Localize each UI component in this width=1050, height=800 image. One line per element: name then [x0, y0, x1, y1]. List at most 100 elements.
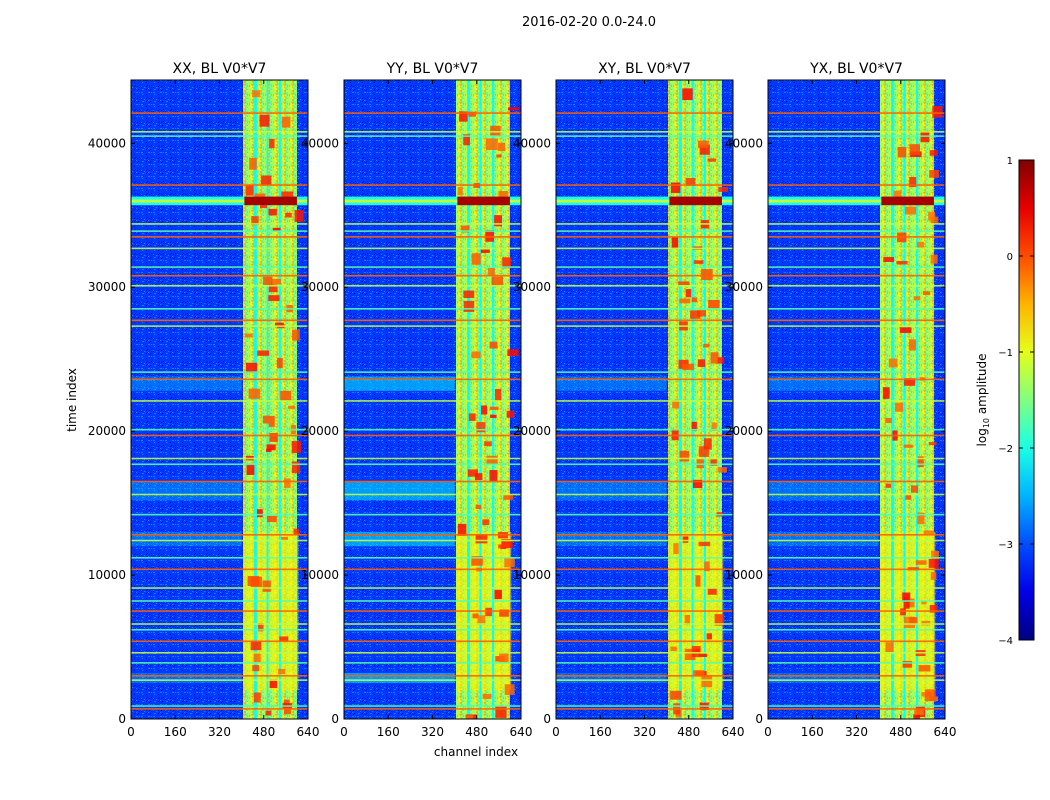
hot-spot: [252, 665, 259, 672]
hot-spot: [913, 713, 921, 719]
colorbar: 1 0 −1 −2 −3 −4 log10 amplitude: [975, 156, 1035, 647]
rfi-line: [768, 266, 945, 268]
hot-spot: [710, 352, 719, 364]
rfi-line: [768, 651, 945, 654]
hot-spot: [499, 609, 509, 617]
panel-title: YX, BL V0*V7: [809, 61, 903, 77]
x-tick-label: 640: [297, 725, 320, 739]
hot-spot: [922, 291, 931, 296]
rfi-line: [131, 651, 308, 654]
faint-band: [344, 481, 455, 501]
hot-spot: [708, 300, 720, 309]
hot-spot: [276, 357, 283, 369]
hot-spot: [924, 689, 936, 702]
rfi-line: [344, 236, 521, 238]
faint-band: [556, 481, 667, 501]
hot-spot: [670, 182, 681, 193]
strong-rfi-peak: [669, 196, 722, 206]
colorbar-tick-label: −2: [998, 444, 1013, 455]
hot-spot: [292, 329, 300, 341]
y-tick-label: 20000: [301, 424, 339, 438]
rfi-line: [768, 557, 945, 559]
x-tick-label: 320: [421, 725, 444, 739]
rfi-line: [556, 236, 733, 238]
hot-spot: [714, 614, 724, 626]
rfi-line: [768, 679, 945, 681]
rfi-line: [344, 223, 521, 225]
rfi-line: [131, 568, 308, 571]
faint-band: [768, 672, 879, 684]
x-tick-label: 0: [340, 725, 348, 739]
rfi-line: [556, 628, 733, 631]
hot-spot: [718, 467, 727, 473]
rfi-line: [344, 493, 521, 496]
hot-spot: [684, 648, 696, 661]
rfi-line: [344, 651, 521, 654]
panel-title: YY, BL V0*V7: [386, 61, 479, 77]
hot-spot: [249, 157, 257, 170]
y-tick-label: 10000: [725, 568, 763, 582]
rfi-line: [768, 708, 945, 710]
hot-spot: [268, 208, 277, 216]
hot-spot: [266, 444, 276, 451]
rfi-line: [131, 184, 308, 186]
x-tick-label: 160: [589, 725, 612, 739]
hot-spot: [291, 461, 301, 474]
rfi-line: [556, 378, 733, 381]
rfi-line: [768, 463, 945, 466]
y-tick-label: 30000: [88, 280, 126, 294]
rfi-line: [556, 230, 733, 232]
faint-band: [131, 481, 242, 501]
rfi-line: [768, 434, 945, 437]
y-tick-label: 10000: [301, 568, 339, 582]
hot-spot: [269, 679, 277, 688]
hot-spot: [497, 142, 506, 152]
hot-spot: [932, 105, 943, 118]
panel-title: XY, BL V0*V7: [598, 61, 691, 77]
hot-spot: [930, 254, 938, 264]
hot-spot: [693, 670, 705, 677]
hot-spot: [263, 276, 273, 285]
hot-spot: [284, 478, 291, 488]
rfi-line: [768, 568, 945, 571]
rfi-line: [556, 266, 733, 268]
hot-spot: [883, 257, 895, 263]
faint-band: [344, 672, 455, 684]
rfi-line: [768, 600, 945, 602]
hot-spot: [268, 284, 278, 293]
gap-stripe: [254, 80, 257, 719]
gap-stripe: [891, 80, 894, 719]
rfi-line: [344, 587, 521, 589]
rfi-line: [556, 274, 733, 277]
hot-spot: [673, 543, 679, 555]
hot-spot: [461, 225, 470, 233]
hot-spot: [471, 253, 481, 265]
rfi-line: [131, 308, 308, 310]
hot-spot: [916, 241, 924, 248]
hot-spot: [691, 421, 697, 431]
rfi-line: [131, 533, 308, 536]
rfi-line: [768, 308, 945, 310]
hot-spot: [498, 544, 510, 549]
suptitle: 2016-02-20 0.0-24.0: [522, 15, 656, 30]
hot-spot: [909, 177, 917, 188]
hot-spot: [672, 399, 680, 409]
hot-spot: [504, 557, 515, 568]
rfi-line: [556, 223, 733, 225]
hot-spot: [457, 186, 463, 196]
rfi-line: [768, 112, 945, 114]
gap-stripe: [691, 80, 694, 719]
hot-spot: [272, 227, 281, 232]
y-tick-label: 10000: [513, 568, 551, 582]
hot-spot: [506, 410, 515, 418]
rfi-line: [768, 662, 945, 664]
rfi-line: [768, 610, 945, 612]
colorbar-tick-label: −4: [998, 636, 1013, 647]
rfi-line: [131, 457, 308, 460]
y-tick-label: 10000: [88, 568, 126, 582]
rfi-line: [344, 400, 521, 402]
hot-spot: [921, 620, 931, 626]
hot-spot: [691, 297, 698, 303]
hot-spot: [905, 206, 917, 215]
hot-spot: [269, 138, 275, 149]
